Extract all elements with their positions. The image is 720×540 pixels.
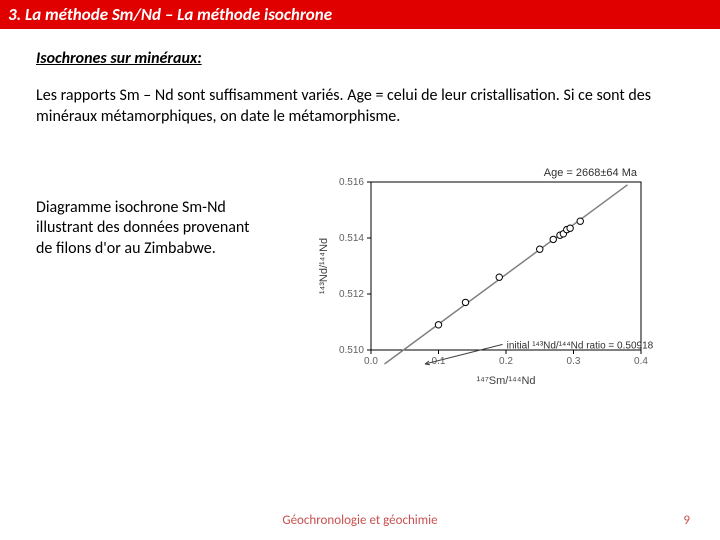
chart-container: 0.00.10.20.30.40.5100.5120.5140.516¹⁴⁷Sm… — [282, 158, 684, 388]
svg-text:0.516: 0.516 — [339, 177, 364, 188]
svg-text:0.2: 0.2 — [499, 356, 513, 367]
svg-text:0.510: 0.510 — [339, 345, 364, 356]
svg-text:¹⁴³Nd/¹⁴⁴Nd: ¹⁴³Nd/¹⁴⁴Nd — [318, 237, 330, 293]
section-title: 3. La méthode Sm/Nd – La méthode isochro… — [8, 4, 332, 25]
svg-text:0.512: 0.512 — [339, 289, 364, 300]
page-number: 9 — [683, 513, 690, 528]
svg-text:0.3: 0.3 — [567, 356, 581, 367]
isochrone-chart: 0.00.10.20.30.40.5100.5120.5140.516¹⁴⁷Sm… — [313, 158, 653, 388]
svg-text:Age = 2668±64 Ma: Age = 2668±64 Ma — [544, 167, 638, 179]
figure-row: Diagramme isochrone Sm-Nd illustrant des… — [36, 158, 684, 388]
svg-text:0.0: 0.0 — [364, 356, 378, 367]
figure-caption: Diagramme isochrone Sm-Nd illustrant des… — [36, 158, 266, 260]
svg-text:initial ¹⁴³Nd/¹⁴⁴Nd ratio = 0.: initial ¹⁴³Nd/¹⁴⁴Nd ratio = 0.50918±0.00… — [507, 340, 653, 351]
svg-text:0.4: 0.4 — [634, 356, 648, 367]
footer-center: Géochronologie et géochimie — [282, 513, 437, 528]
section-title-bar: 3. La méthode Sm/Nd – La méthode isochro… — [0, 0, 720, 29]
svg-text:0.514: 0.514 — [339, 233, 364, 244]
subtitle: Isochrones sur minéraux: — [36, 49, 684, 68]
svg-text:¹⁴⁷Sm/¹⁴⁴Nd: ¹⁴⁷Sm/¹⁴⁴Nd — [476, 375, 535, 387]
slide-content: Isochrones sur minéraux: Les rapports Sm… — [0, 29, 720, 388]
body-paragraph: Les rapports Sm – Nd sont suffisamment v… — [36, 86, 684, 128]
